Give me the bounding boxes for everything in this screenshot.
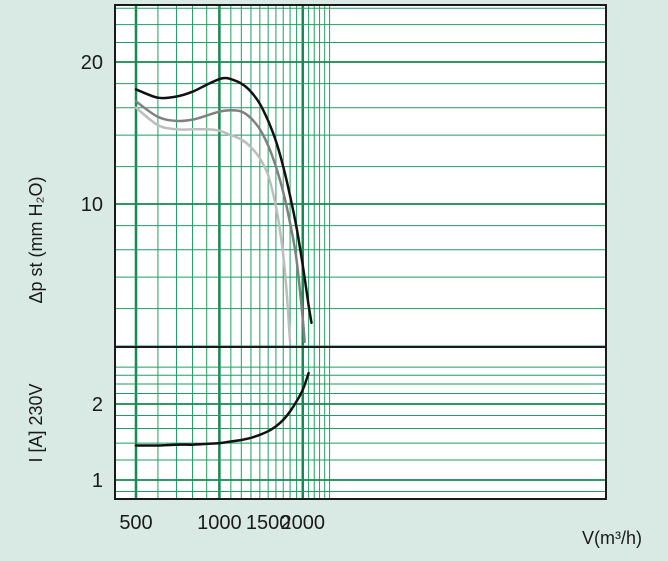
x-tick-label: 2000 xyxy=(281,512,326,534)
x-tick-label: 500 xyxy=(119,512,152,534)
y-tick-label-bottom: 2 xyxy=(92,394,103,416)
x-tick-label: 1500 xyxy=(246,512,291,534)
pressure-series-2 xyxy=(134,100,306,344)
frame xyxy=(114,4,607,500)
bottom-y-axis-label: I [A] 230V xyxy=(26,383,46,462)
x-tick-label: 1000 xyxy=(197,512,242,534)
labels: Δp st (mm H₂O) I [A] 230V V(m³/h) 20 10 2 1… xyxy=(26,52,642,548)
y-tick-label-bottom: 1 xyxy=(92,470,103,492)
y-tick-label-top: 10 xyxy=(81,194,103,216)
plot-area xyxy=(115,5,606,499)
plot-frame xyxy=(114,4,607,500)
current-series-1 xyxy=(134,371,310,447)
x-axis-label: V(m³/h) xyxy=(582,528,642,548)
top-y-axis-label: Δp st (mm H₂O) xyxy=(26,176,46,303)
pressure-series-1 xyxy=(134,76,313,325)
pressure-series-3 xyxy=(134,106,292,344)
y-tick-label-top: 20 xyxy=(81,52,103,74)
series-layer xyxy=(134,76,313,447)
